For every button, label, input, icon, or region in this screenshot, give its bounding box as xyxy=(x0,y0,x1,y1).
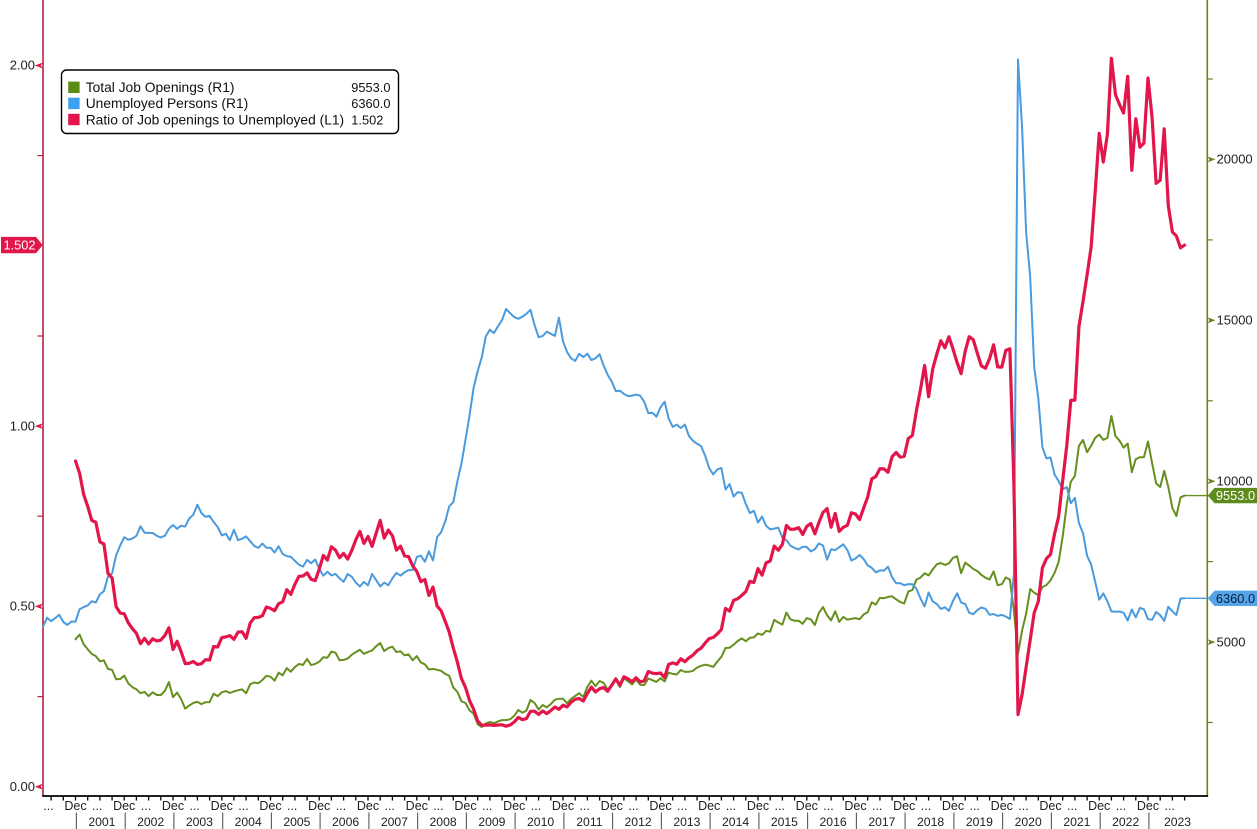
svg-text:Dec: Dec xyxy=(552,799,574,813)
svg-text:2021: 2021 xyxy=(1063,815,1090,829)
svg-text:...: ... xyxy=(336,799,346,813)
svg-text:2023: 2023 xyxy=(1164,815,1191,829)
svg-text:6360.0: 6360.0 xyxy=(1216,591,1255,606)
svg-text:2016: 2016 xyxy=(820,815,847,829)
svg-text:...: ... xyxy=(579,799,589,813)
svg-text:15000: 15000 xyxy=(1217,313,1253,328)
svg-text:2011: 2011 xyxy=(576,815,602,829)
svg-text:Dec: Dec xyxy=(406,799,428,813)
svg-text:Dec: Dec xyxy=(64,799,86,813)
svg-text:Dec: Dec xyxy=(1088,799,1110,813)
svg-text:...: ... xyxy=(189,799,199,813)
svg-text:Dec: Dec xyxy=(162,799,184,813)
svg-text:1.00: 1.00 xyxy=(10,418,35,433)
svg-text:...: ... xyxy=(726,799,736,813)
svg-text:Dec: Dec xyxy=(503,799,525,813)
svg-text:...: ... xyxy=(969,799,979,813)
svg-text:...: ... xyxy=(1116,799,1126,813)
svg-text:Dec: Dec xyxy=(796,799,818,813)
svg-text:Dec: Dec xyxy=(1039,799,1061,813)
svg-text:2015: 2015 xyxy=(771,815,798,829)
svg-text:Dec: Dec xyxy=(942,799,964,813)
svg-text:Dec: Dec xyxy=(747,799,769,813)
svg-text:6360.0: 6360.0 xyxy=(351,96,390,111)
svg-text:2002: 2002 xyxy=(137,815,164,829)
svg-text:...: ... xyxy=(774,799,784,813)
svg-text:2020: 2020 xyxy=(1015,815,1042,829)
svg-text:Dec: Dec xyxy=(211,799,233,813)
svg-text:2004: 2004 xyxy=(235,815,262,829)
svg-text:2009: 2009 xyxy=(478,815,505,829)
svg-text:...: ... xyxy=(141,799,151,813)
svg-text:...: ... xyxy=(1018,799,1028,813)
svg-text:2007: 2007 xyxy=(381,815,408,829)
svg-text:Ratio of Job openings to Unemp: Ratio of Job openings to Unemployed (L1) xyxy=(86,112,344,127)
svg-text:2018: 2018 xyxy=(917,815,944,829)
svg-text:9553.0: 9553.0 xyxy=(351,80,390,95)
svg-text:1.502: 1.502 xyxy=(351,112,383,127)
svg-text:...: ... xyxy=(1067,799,1077,813)
svg-text:...: ... xyxy=(872,799,882,813)
svg-text:2022: 2022 xyxy=(1112,815,1139,829)
svg-text:2008: 2008 xyxy=(430,815,457,829)
svg-text:20000: 20000 xyxy=(1217,152,1253,167)
svg-text:9553.0: 9553.0 xyxy=(1216,488,1255,503)
svg-text:...: ... xyxy=(433,799,443,813)
svg-text:1.502: 1.502 xyxy=(3,238,35,253)
svg-text:10000: 10000 xyxy=(1217,473,1253,488)
svg-text:0.00: 0.00 xyxy=(10,779,35,794)
svg-text:...: ... xyxy=(92,799,102,813)
svg-text:Dec: Dec xyxy=(308,799,330,813)
svg-text:Dec: Dec xyxy=(649,799,671,813)
svg-text:2019: 2019 xyxy=(966,815,993,829)
svg-text:...: ... xyxy=(921,799,931,813)
svg-text:Dec: Dec xyxy=(113,799,135,813)
svg-text:2012: 2012 xyxy=(625,815,652,829)
svg-text:2001: 2001 xyxy=(88,815,115,829)
svg-text:2003: 2003 xyxy=(186,815,213,829)
svg-text:...: ... xyxy=(482,799,492,813)
svg-text:Total Job Openings (R1): Total Job Openings (R1) xyxy=(86,80,235,95)
svg-text:...: ... xyxy=(628,799,638,813)
svg-text:Dec: Dec xyxy=(893,799,915,813)
svg-text:Dec: Dec xyxy=(601,799,623,813)
svg-text:2017: 2017 xyxy=(868,815,895,829)
svg-text:...: ... xyxy=(1164,799,1174,813)
svg-text:Dec: Dec xyxy=(844,799,866,813)
svg-text:...: ... xyxy=(823,799,833,813)
svg-text:5000: 5000 xyxy=(1217,634,1246,649)
svg-text:2.00: 2.00 xyxy=(10,58,35,73)
svg-text:...: ... xyxy=(43,799,53,813)
svg-text:Dec: Dec xyxy=(1137,799,1159,813)
svg-text:Dec: Dec xyxy=(259,799,281,813)
svg-text:Unemployed Persons (R1): Unemployed Persons (R1) xyxy=(86,96,249,111)
svg-text:2006: 2006 xyxy=(332,815,359,829)
svg-text:2013: 2013 xyxy=(673,815,700,829)
svg-text:Dec: Dec xyxy=(698,799,720,813)
svg-text:2014: 2014 xyxy=(722,815,749,829)
svg-text:...: ... xyxy=(531,799,541,813)
svg-text:0.50: 0.50 xyxy=(10,599,35,614)
svg-text:Dec: Dec xyxy=(991,799,1013,813)
svg-text:...: ... xyxy=(287,799,297,813)
svg-text:Dec: Dec xyxy=(357,799,379,813)
svg-text:Dec: Dec xyxy=(454,799,476,813)
svg-text:2010: 2010 xyxy=(527,815,554,829)
svg-text:...: ... xyxy=(384,799,394,813)
svg-text:...: ... xyxy=(238,799,248,813)
svg-text:2005: 2005 xyxy=(283,815,310,829)
svg-text:...: ... xyxy=(677,799,687,813)
